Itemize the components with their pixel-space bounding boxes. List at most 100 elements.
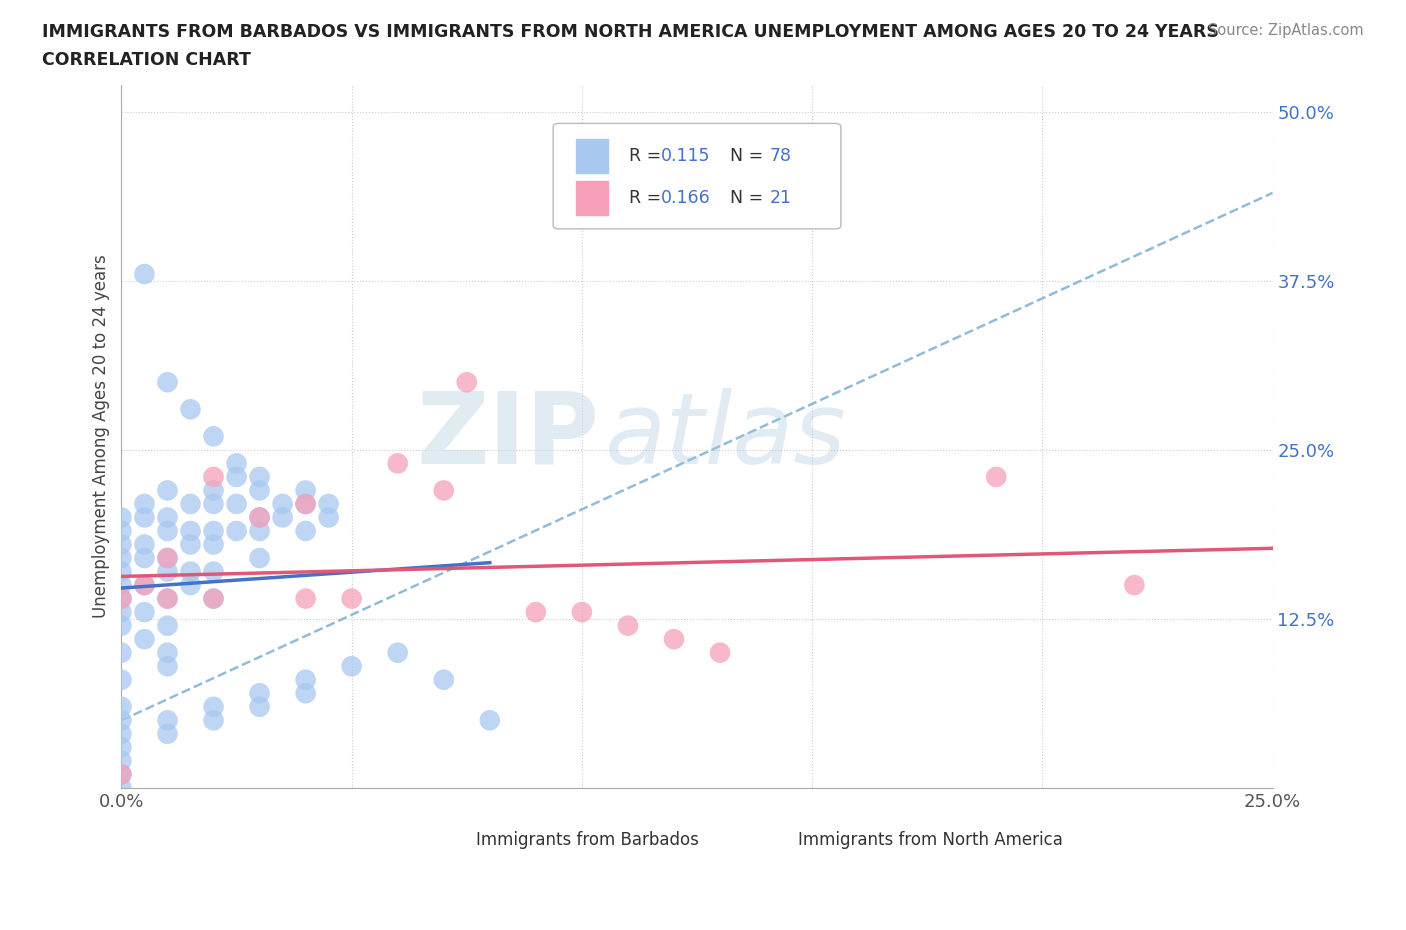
Point (709, 645, 731, 660)
Point (179, 537, 201, 551)
Point (156, 483, 179, 498)
Point (294, 497, 316, 512)
Point (249, 483, 271, 498)
Point (110, 753, 132, 768)
Point (134, 578, 156, 592)
FancyBboxPatch shape (576, 181, 609, 215)
Point (110, 767, 132, 782)
Point (225, 470, 247, 485)
Point (387, 645, 409, 660)
Point (110, 537, 132, 551)
Point (110, 578, 132, 592)
Point (433, 483, 456, 498)
Point (456, 375, 478, 390)
Text: R =: R = (628, 147, 666, 165)
Point (524, 604, 547, 619)
Point (156, 658, 179, 673)
Point (225, 497, 247, 512)
Point (156, 591, 179, 606)
Point (202, 483, 225, 498)
Point (202, 470, 225, 485)
Point (271, 510, 294, 525)
Point (156, 551, 179, 565)
Text: N =: N = (718, 189, 769, 207)
Point (202, 591, 225, 606)
Point (249, 685, 271, 700)
Point (110, 699, 132, 714)
Text: Immigrants from North America: Immigrants from North America (799, 830, 1063, 849)
Point (294, 497, 316, 512)
Point (249, 524, 271, 538)
Point (110, 551, 132, 565)
Point (225, 524, 247, 538)
Point (110, 591, 132, 606)
Point (271, 497, 294, 512)
Point (134, 510, 156, 525)
Text: N =: N = (718, 147, 769, 165)
Text: CORRELATION CHART: CORRELATION CHART (42, 51, 252, 69)
Point (249, 510, 271, 525)
Point (318, 510, 340, 525)
Point (249, 551, 271, 565)
Point (662, 631, 685, 646)
Point (134, 537, 156, 551)
Point (318, 497, 340, 512)
Point (617, 618, 640, 633)
Point (294, 524, 316, 538)
Point (134, 631, 156, 646)
Point (156, 524, 179, 538)
Point (179, 524, 201, 538)
Point (110, 591, 132, 606)
Point (110, 780, 132, 795)
Point (294, 685, 316, 700)
Point (202, 524, 225, 538)
Text: Source: ZipAtlas.com: Source: ZipAtlas.com (1208, 23, 1364, 38)
Point (156, 618, 179, 633)
Point (1123, 578, 1146, 592)
Point (225, 456, 247, 471)
Point (110, 604, 132, 619)
Point (156, 510, 179, 525)
Text: 21: 21 (769, 189, 792, 207)
Point (387, 456, 409, 471)
Point (571, 604, 593, 619)
Point (134, 497, 156, 512)
Point (156, 591, 179, 606)
Point (134, 604, 156, 619)
Point (249, 699, 271, 714)
Point (110, 740, 132, 755)
Point (478, 713, 501, 728)
Point (340, 658, 363, 673)
Point (202, 497, 225, 512)
Text: 0.166: 0.166 (661, 189, 711, 207)
Point (110, 565, 132, 579)
Point (110, 767, 132, 782)
Point (156, 551, 179, 565)
Point (179, 578, 201, 592)
Point (134, 578, 156, 592)
Point (134, 551, 156, 565)
Point (110, 645, 132, 660)
Text: Immigrants from Barbados: Immigrants from Barbados (477, 830, 699, 849)
Point (156, 565, 179, 579)
Point (202, 537, 225, 551)
Point (433, 672, 456, 687)
Point (156, 375, 179, 390)
Text: atlas: atlas (605, 388, 846, 485)
Point (179, 565, 201, 579)
FancyBboxPatch shape (766, 830, 792, 851)
Point (340, 591, 363, 606)
Point (179, 497, 201, 512)
Text: 0.115: 0.115 (661, 147, 711, 165)
FancyBboxPatch shape (553, 124, 841, 229)
Point (202, 699, 225, 714)
Point (110, 726, 132, 741)
Point (202, 591, 225, 606)
Y-axis label: Unemployment Among Ages 20 to 24 years: Unemployment Among Ages 20 to 24 years (93, 255, 110, 618)
Point (202, 713, 225, 728)
Text: 78: 78 (769, 147, 792, 165)
Point (202, 565, 225, 579)
Point (179, 402, 201, 417)
Point (110, 524, 132, 538)
Point (156, 645, 179, 660)
